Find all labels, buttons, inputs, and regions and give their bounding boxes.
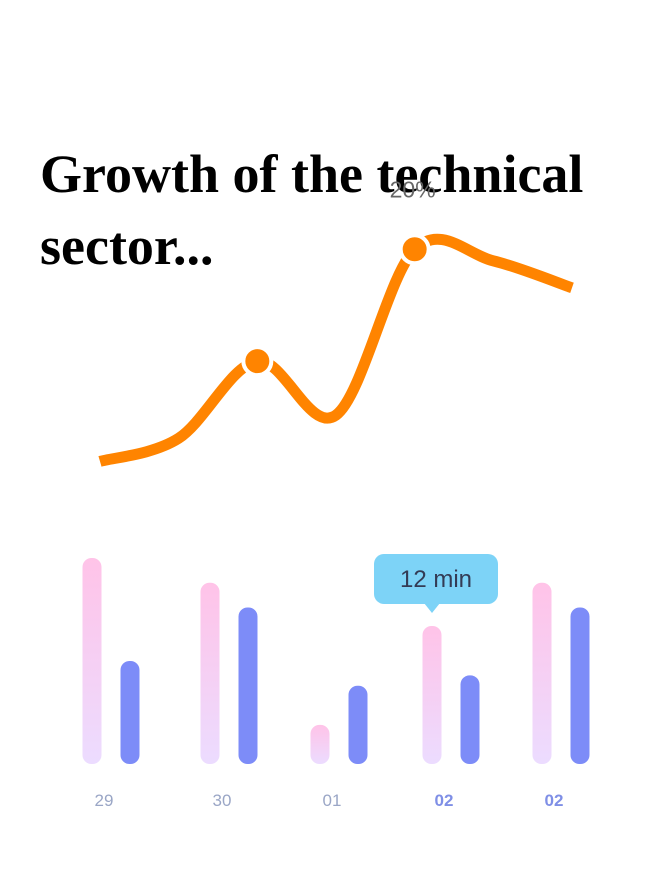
bar-blue-4 xyxy=(570,607,590,764)
tooltip-arrow xyxy=(424,602,440,613)
x-tick-label-1: 30 xyxy=(213,791,232,810)
line-point-marker-1 xyxy=(398,233,431,266)
x-tick-label-0: 29 xyxy=(95,791,114,810)
bar-blue-1 xyxy=(238,607,258,764)
bar-blue-3 xyxy=(460,675,480,764)
line-path xyxy=(98,233,574,467)
chart-title: Growth of the technical sector... xyxy=(40,144,584,276)
tooltip-box xyxy=(374,553,498,604)
point-annotation-0: 20% xyxy=(390,176,436,202)
bar-pink-1 xyxy=(200,582,220,764)
line-series: 20% xyxy=(98,176,574,467)
bar-pink-3 xyxy=(422,625,442,764)
bar-blue-2 xyxy=(348,685,368,764)
tooltip-label: 12 min xyxy=(400,566,472,593)
x-tick-label-4: 02 xyxy=(545,791,564,810)
bar-pink-4 xyxy=(532,582,552,764)
bar-pink-0 xyxy=(82,558,102,764)
bar-series xyxy=(82,558,590,764)
bar-blue-0 xyxy=(120,661,140,764)
x-tick-label-3: 02 xyxy=(435,791,454,810)
x-tick-label-2: 01 xyxy=(323,791,342,810)
bar-pink-2 xyxy=(310,724,330,764)
tooltip: 12 min xyxy=(374,553,498,613)
x-axis: 29 30 01 02 02 xyxy=(95,791,564,810)
line-point-marker-0 xyxy=(241,345,274,378)
